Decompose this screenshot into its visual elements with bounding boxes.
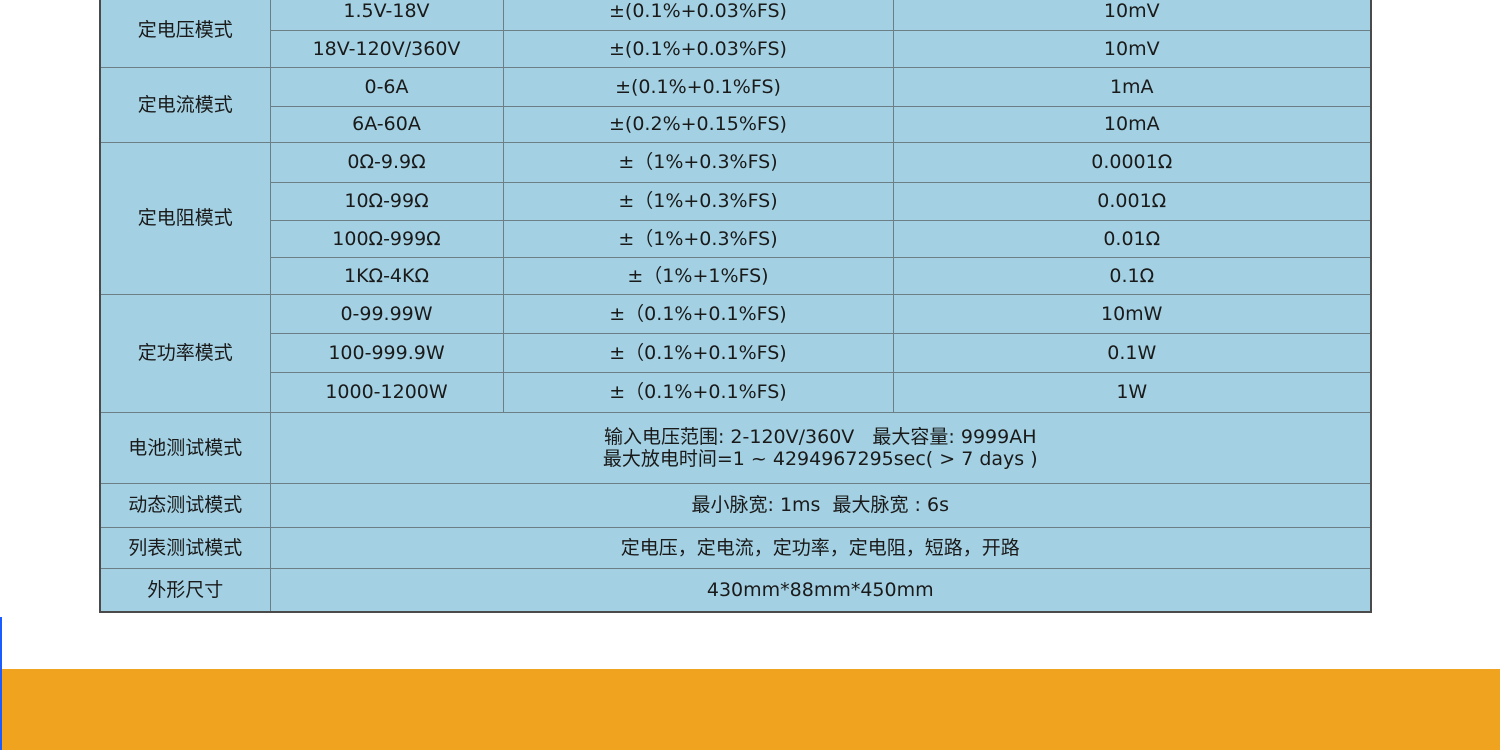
- resolution-cell: 0.1Ω: [892, 256, 1372, 295]
- accuracy-cell: ±(0.1%+0.03%FS): [502, 29, 894, 68]
- range-cell: 100Ω-999Ω: [269, 219, 504, 258]
- range-cell: 10Ω-99Ω: [269, 181, 504, 221]
- resolution-cell: 10mW: [892, 293, 1372, 334]
- mode-cell: 动态测试模式: [99, 482, 271, 528]
- range-cell: 0-99.99W: [269, 293, 504, 334]
- range-cell: 0Ω-9.9Ω: [269, 141, 504, 183]
- resolution-cell: 0.0001Ω: [892, 141, 1372, 183]
- mode-cell: 定电阻模式: [99, 141, 271, 295]
- left-edge-line: [0, 617, 2, 750]
- range-cell: 18V-120V/360V: [269, 29, 504, 68]
- table-row: 动态测试模式 最小脉宽: 1ms 最大脉宽 : 6s: [99, 482, 1372, 528]
- mode-cell: 列表测试模式: [99, 526, 271, 569]
- resolution-cell: 0.1W: [892, 332, 1372, 373]
- resolution-cell: 10mA: [892, 105, 1372, 143]
- range-cell: 6A-60A: [269, 105, 504, 143]
- spec-cell: 最小脉宽: 1ms 最大脉宽 : 6s: [269, 482, 1372, 528]
- accuracy-cell: ±（1%+1%FS): [502, 256, 894, 295]
- range-cell: 100-999.9W: [269, 332, 504, 373]
- accuracy-cell: ±（1%+0.3%FS): [502, 181, 894, 221]
- range-cell: 0-6A: [269, 66, 504, 107]
- mode-cell: 定电压模式: [99, 0, 271, 68]
- spec-table: 定电压模式 1.5V-18V ±(0.1%+0.03%FS) 10mV 18V-120V…: [99, 0, 1372, 613]
- orange-footer-band: [2, 669, 1500, 750]
- accuracy-cell: ±（0.1%+0.1%FS): [502, 293, 894, 334]
- spec-line: 最小脉宽: 1ms 最大脉宽 : 6s: [691, 494, 949, 516]
- spec-line: 最大放电时间=1 ~ 4294967295sec( > 7 days ): [602, 447, 1038, 470]
- resolution-cell: 1W: [892, 371, 1372, 413]
- resolution-cell: 1mA: [892, 66, 1372, 107]
- spec-cell: 430mm*88mm*450mm: [269, 567, 1372, 613]
- resolution-cell: 0.01Ω: [892, 219, 1372, 258]
- table-row: 6A-60A ±(0.2%+0.15%FS) 10mA: [100, 105, 1372, 143]
- spec-line: 输入电压范围: 2-120V/360V 最大容量: 9999AH: [603, 425, 1037, 448]
- table-row: 定电流模式 0-6A ±(0.1%+0.1%FS) 1mA: [99, 66, 1372, 143]
- table-row: 1KΩ-4KΩ ±（1%+1%FS) 0.1Ω: [100, 256, 1372, 295]
- mode-cell: 电池测试模式: [99, 411, 271, 484]
- accuracy-cell: ±(0.1%+0.03%FS): [502, 0, 894, 31]
- table-row: 定功率模式 0-99.99W ±（0.1%+0.1%FS) 10mW: [99, 293, 1372, 413]
- accuracy-cell: ±（0.1%+0.1%FS): [502, 371, 894, 413]
- accuracy-cell: ±(0.2%+0.15%FS): [502, 105, 894, 143]
- mode-cell: 外形尺寸: [99, 567, 271, 613]
- table-row: 100Ω-999Ω ±（1%+0.3%FS) 0.01Ω: [100, 219, 1372, 258]
- resolution-cell: 10mV: [892, 29, 1372, 68]
- range-cell: 1KΩ-4KΩ: [269, 256, 504, 295]
- mode-cell: 定电流模式: [99, 66, 271, 143]
- table-row: 10Ω-99Ω ±（1%+0.3%FS) 0.001Ω: [100, 181, 1372, 221]
- accuracy-cell: ±（1%+0.3%FS): [502, 141, 894, 183]
- spec-line: 430mm*88mm*450mm: [706, 578, 934, 601]
- range-cell: 1000-1200W: [269, 371, 504, 413]
- table-row: 18V-120V/360V ±(0.1%+0.03%FS) 10mV: [100, 29, 1372, 68]
- table-row: 列表测试模式 定电压，定电流，定功率，定电阻，短路，开路: [99, 526, 1372, 569]
- table-row: 100-999.9W ±（0.1%+0.1%FS) 0.1W: [100, 332, 1372, 373]
- spec-line: 定电压，定电流，定功率，定电阻，短路，开路: [620, 536, 1020, 559]
- table-row: 电池测试模式 输入电压范围: 2-120V/360V 最大容量: 9999AH 最大…: [99, 411, 1372, 484]
- spec-cell: 输入电压范围: 2-120V/360V 最大容量: 9999AH 最大放电时间=1…: [269, 411, 1372, 484]
- mode-cell: 定功率模式: [99, 293, 271, 413]
- accuracy-cell: ±（1%+0.3%FS): [502, 219, 894, 258]
- spec-cell: 定电压，定电流，定功率，定电阻，短路，开路: [269, 526, 1372, 569]
- table-row: 外形尺寸 430mm*88mm*450mm: [99, 567, 1372, 613]
- resolution-cell: 0.001Ω: [892, 181, 1372, 221]
- table-row: 定电压模式 1.5V-18V ±(0.1%+0.03%FS) 10mV: [99, 0, 1372, 68]
- table-row: 1000-1200W ±（0.1%+0.1%FS) 1W: [100, 371, 1372, 413]
- table-row: 定电阻模式 0Ω-9.9Ω ±（1%+0.3%FS) 0.0001Ω: [99, 141, 1372, 295]
- range-cell: 1.5V-18V: [269, 0, 504, 31]
- accuracy-cell: ±(0.1%+0.1%FS): [502, 66, 894, 107]
- resolution-cell: 10mV: [892, 0, 1372, 31]
- accuracy-cell: ±（0.1%+0.1%FS): [502, 332, 894, 373]
